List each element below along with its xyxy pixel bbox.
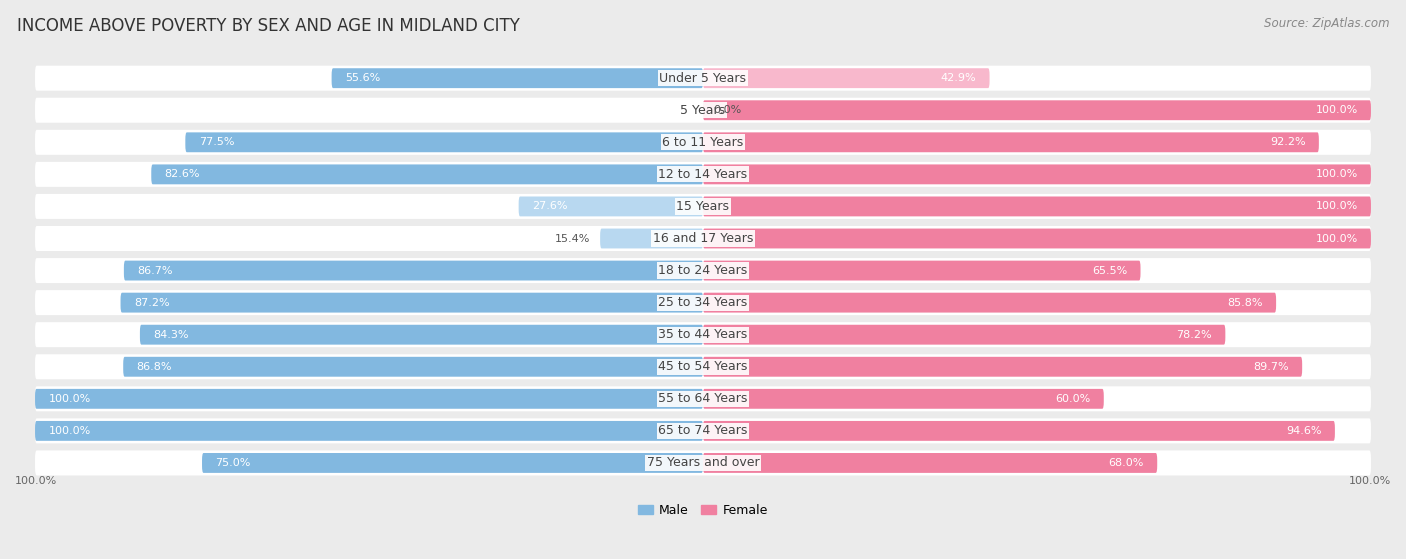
FancyBboxPatch shape bbox=[35, 226, 1371, 251]
FancyBboxPatch shape bbox=[703, 229, 1371, 248]
FancyBboxPatch shape bbox=[600, 229, 703, 248]
Text: 5 Years: 5 Years bbox=[681, 104, 725, 117]
Text: 15 Years: 15 Years bbox=[676, 200, 730, 213]
FancyBboxPatch shape bbox=[703, 132, 1319, 152]
Text: 15.4%: 15.4% bbox=[555, 234, 591, 244]
Text: 60.0%: 60.0% bbox=[1054, 394, 1091, 404]
Text: 6 to 11 Years: 6 to 11 Years bbox=[662, 136, 744, 149]
FancyBboxPatch shape bbox=[35, 162, 1371, 187]
FancyBboxPatch shape bbox=[124, 357, 703, 377]
Text: 27.6%: 27.6% bbox=[531, 201, 568, 211]
FancyBboxPatch shape bbox=[35, 386, 1371, 411]
FancyBboxPatch shape bbox=[186, 132, 703, 152]
Text: 100.0%: 100.0% bbox=[1348, 476, 1391, 486]
FancyBboxPatch shape bbox=[121, 293, 703, 312]
Text: 75.0%: 75.0% bbox=[215, 458, 250, 468]
Text: Under 5 Years: Under 5 Years bbox=[659, 72, 747, 84]
FancyBboxPatch shape bbox=[35, 130, 1371, 155]
FancyBboxPatch shape bbox=[35, 354, 1371, 379]
Text: 77.5%: 77.5% bbox=[198, 138, 235, 148]
FancyBboxPatch shape bbox=[703, 453, 1157, 473]
FancyBboxPatch shape bbox=[35, 194, 1371, 219]
FancyBboxPatch shape bbox=[35, 98, 1371, 123]
Text: 65.5%: 65.5% bbox=[1092, 266, 1128, 276]
FancyBboxPatch shape bbox=[703, 325, 1226, 345]
FancyBboxPatch shape bbox=[703, 357, 1302, 377]
FancyBboxPatch shape bbox=[152, 164, 703, 184]
FancyBboxPatch shape bbox=[332, 68, 703, 88]
FancyBboxPatch shape bbox=[202, 453, 703, 473]
FancyBboxPatch shape bbox=[35, 322, 1371, 347]
FancyBboxPatch shape bbox=[703, 293, 1277, 312]
FancyBboxPatch shape bbox=[703, 421, 1334, 441]
Text: 18 to 24 Years: 18 to 24 Years bbox=[658, 264, 748, 277]
Text: 78.2%: 78.2% bbox=[1177, 330, 1212, 340]
FancyBboxPatch shape bbox=[35, 389, 703, 409]
FancyBboxPatch shape bbox=[141, 325, 703, 345]
Text: 42.9%: 42.9% bbox=[941, 73, 976, 83]
Text: 65 to 74 Years: 65 to 74 Years bbox=[658, 424, 748, 437]
Text: 16 and 17 Years: 16 and 17 Years bbox=[652, 232, 754, 245]
FancyBboxPatch shape bbox=[124, 260, 703, 281]
FancyBboxPatch shape bbox=[35, 418, 1371, 443]
Text: 100.0%: 100.0% bbox=[15, 476, 58, 486]
Text: 35 to 44 Years: 35 to 44 Years bbox=[658, 328, 748, 341]
Text: 55 to 64 Years: 55 to 64 Years bbox=[658, 392, 748, 405]
Text: 82.6%: 82.6% bbox=[165, 169, 200, 179]
Text: 86.7%: 86.7% bbox=[138, 266, 173, 276]
Text: 55.6%: 55.6% bbox=[344, 73, 380, 83]
Text: 100.0%: 100.0% bbox=[1316, 201, 1358, 211]
Text: 92.2%: 92.2% bbox=[1270, 138, 1306, 148]
Text: 12 to 14 Years: 12 to 14 Years bbox=[658, 168, 748, 181]
Text: 84.3%: 84.3% bbox=[153, 330, 188, 340]
Text: 94.6%: 94.6% bbox=[1286, 426, 1322, 436]
Text: 100.0%: 100.0% bbox=[48, 426, 90, 436]
Text: 0.0%: 0.0% bbox=[713, 105, 741, 115]
FancyBboxPatch shape bbox=[703, 260, 1140, 281]
FancyBboxPatch shape bbox=[35, 451, 1371, 476]
Text: 89.7%: 89.7% bbox=[1253, 362, 1289, 372]
Text: 100.0%: 100.0% bbox=[1316, 169, 1358, 179]
FancyBboxPatch shape bbox=[703, 100, 1371, 120]
FancyBboxPatch shape bbox=[35, 258, 1371, 283]
FancyBboxPatch shape bbox=[35, 65, 1371, 91]
Text: Source: ZipAtlas.com: Source: ZipAtlas.com bbox=[1264, 17, 1389, 30]
Text: 100.0%: 100.0% bbox=[1316, 105, 1358, 115]
FancyBboxPatch shape bbox=[703, 197, 1371, 216]
Text: 87.2%: 87.2% bbox=[134, 297, 170, 307]
Legend: Male, Female: Male, Female bbox=[633, 499, 773, 522]
Text: 75 Years and over: 75 Years and over bbox=[647, 457, 759, 470]
FancyBboxPatch shape bbox=[519, 197, 703, 216]
Text: 100.0%: 100.0% bbox=[1316, 234, 1358, 244]
FancyBboxPatch shape bbox=[35, 290, 1371, 315]
FancyBboxPatch shape bbox=[703, 164, 1371, 184]
Text: 85.8%: 85.8% bbox=[1227, 297, 1263, 307]
Text: 45 to 54 Years: 45 to 54 Years bbox=[658, 360, 748, 373]
FancyBboxPatch shape bbox=[35, 421, 703, 441]
Text: 86.8%: 86.8% bbox=[136, 362, 172, 372]
FancyBboxPatch shape bbox=[703, 389, 1104, 409]
Text: INCOME ABOVE POVERTY BY SEX AND AGE IN MIDLAND CITY: INCOME ABOVE POVERTY BY SEX AND AGE IN M… bbox=[17, 17, 520, 35]
Text: 100.0%: 100.0% bbox=[48, 394, 90, 404]
FancyBboxPatch shape bbox=[703, 68, 990, 88]
Text: 25 to 34 Years: 25 to 34 Years bbox=[658, 296, 748, 309]
Text: 68.0%: 68.0% bbox=[1108, 458, 1144, 468]
